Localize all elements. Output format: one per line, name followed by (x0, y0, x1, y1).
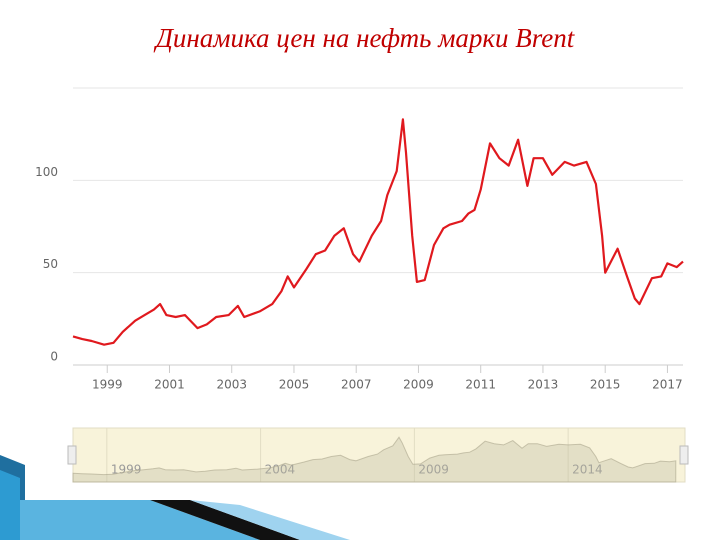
line (72, 118, 684, 346)
x-tick-label: 2007 (341, 378, 372, 392)
y-tick-label: 50 (43, 257, 58, 271)
navigator-handle[interactable] (679, 445, 689, 465)
x-tick-label: 2009 (403, 378, 434, 392)
y-tick-label: 0 (50, 350, 58, 364)
navigator-tick-label: 2014 (572, 463, 603, 477)
x-tick-label: 2005 (279, 378, 310, 392)
x-tick-label: 2003 (216, 378, 247, 392)
x-tick-label: 2017 (652, 378, 683, 392)
navigator-area (72, 436, 677, 483)
x-tick-label: 1999 (92, 378, 123, 392)
x-tick-label: 2015 (590, 378, 621, 392)
y-tick-label: 100 (35, 165, 58, 179)
navigator-tick-label: 2004 (265, 463, 296, 477)
navigator-handle[interactable] (67, 445, 77, 465)
x-tick-label: 2001 (154, 378, 185, 392)
decoration (0, 455, 350, 540)
chart-title: Динамика цен на нефть марки Brent (153, 23, 576, 53)
navigator-tick-label: 2009 (418, 463, 449, 477)
x-tick-label: 2011 (465, 378, 496, 392)
x-tick-label: 2013 (528, 378, 559, 392)
